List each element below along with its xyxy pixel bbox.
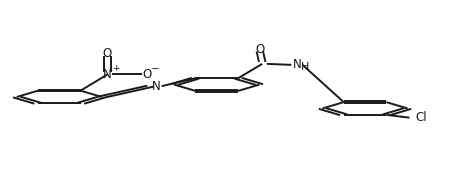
Text: N: N bbox=[293, 58, 302, 71]
Text: N: N bbox=[152, 80, 161, 93]
Text: H: H bbox=[301, 62, 309, 72]
Text: −: − bbox=[151, 64, 159, 74]
Text: O: O bbox=[142, 68, 151, 81]
Text: O: O bbox=[255, 43, 265, 56]
Text: Cl: Cl bbox=[416, 111, 427, 124]
Text: +: + bbox=[112, 64, 120, 73]
Text: N: N bbox=[103, 68, 112, 81]
Text: O: O bbox=[103, 47, 112, 60]
